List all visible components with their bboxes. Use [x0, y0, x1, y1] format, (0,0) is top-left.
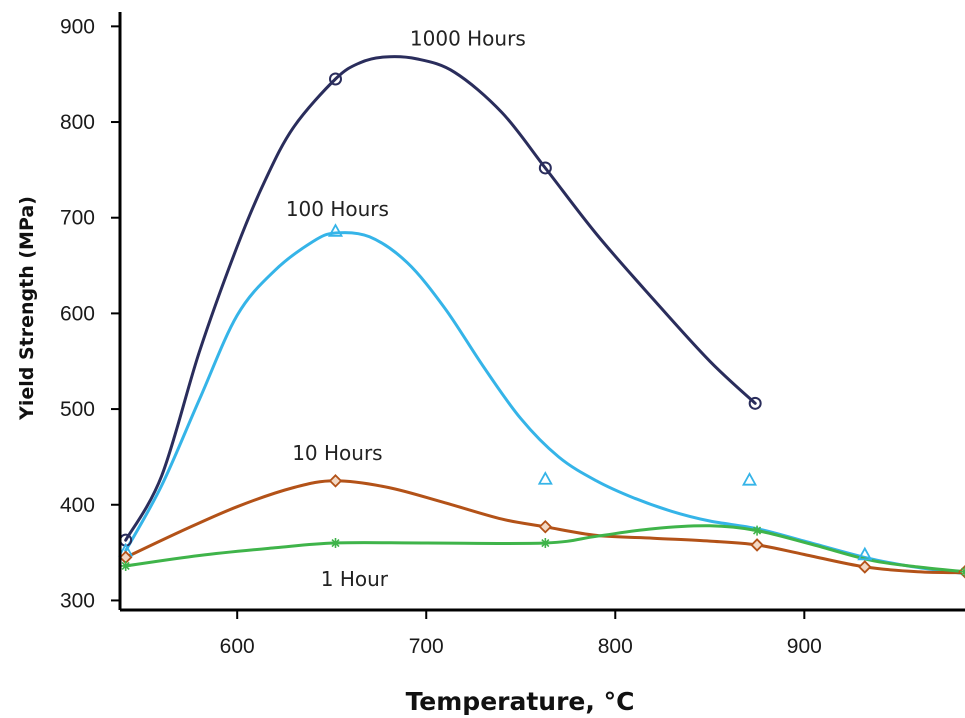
curves-layer [124, 55, 965, 576]
data-point-1-hour-2 [330, 538, 341, 549]
data-point-10-hours-3 [538, 519, 553, 534]
data-point-1000-hours-4 [748, 396, 762, 410]
curve-label-100-hours: 100 Hours [286, 197, 389, 221]
curve-label-1-hour: 1 Hour [321, 567, 389, 591]
y-tick-label-400: 400 [60, 494, 95, 517]
data-point-100-hours-4 [741, 472, 758, 486]
ticks-layer: 600 700 800 900 300 400 500 600 700 800 900 [60, 15, 822, 658]
y-tick-label-600: 600 [60, 302, 95, 325]
curve-labels-layer: 1000 Hours 100 Hours 10 Hours 1 Hour [286, 26, 526, 591]
data-point-10-hours-2 [328, 474, 343, 488]
y-tick-label-800: 800 [60, 111, 95, 134]
data-point-1-hour-4 [752, 525, 763, 536]
x-tick-label-700: 700 [409, 635, 444, 658]
data-point-100-hours-2 [327, 223, 344, 237]
curve-label-10-hours: 10 Hours [292, 441, 382, 465]
axes-layer [118, 12, 965, 612]
y-tick-label-700: 700 [60, 207, 95, 230]
curve-label-1000-hours: 1000 Hours [410, 26, 526, 50]
data-point-1000-hours-2 [329, 72, 343, 86]
series-line-1-hour [124, 524, 965, 574]
y-axis-title: Yield Strength (MPa) [16, 196, 38, 421]
data-point-1-hour-3 [540, 538, 551, 549]
x-tick-label-800: 800 [598, 635, 633, 658]
data-point-1000-hours-3 [538, 161, 552, 175]
y-tick-label-500: 500 [60, 398, 95, 421]
data-point-10-hours-4 [750, 538, 764, 552]
x-axis-title: Temperature, °C [406, 687, 635, 716]
y-tick-label-900: 900 [60, 15, 95, 38]
series-line-100-hours [124, 231, 965, 576]
data-point-100-hours-5 [857, 546, 873, 561]
y-tick-label-300: 300 [60, 589, 95, 612]
data-point-1-hour-1 [120, 560, 131, 571]
series-line-1000-hours [124, 55, 757, 542]
data-point-100-hours-3 [537, 471, 553, 485]
data-point-1-hour-5 [960, 566, 965, 577]
x-tick-label-600: 600 [220, 635, 255, 658]
x-tick-label-900: 900 [787, 635, 822, 658]
markers-layer [118, 72, 965, 579]
data-point-10-hours-5 [858, 560, 872, 574]
